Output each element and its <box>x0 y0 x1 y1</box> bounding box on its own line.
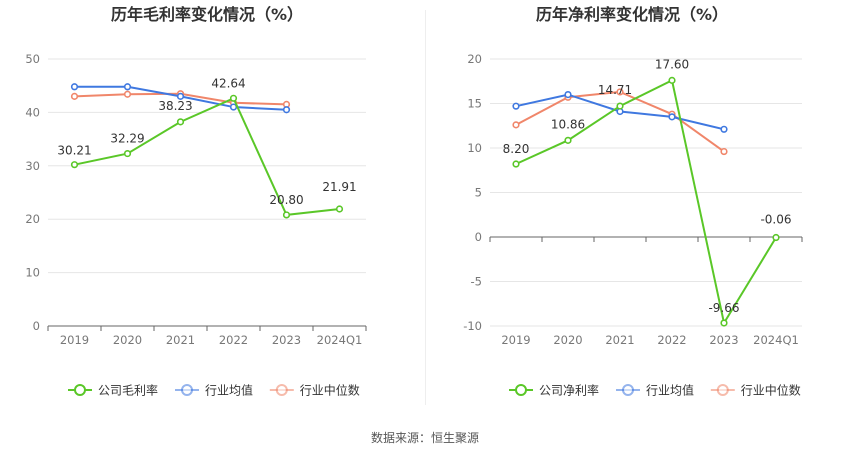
net-legend-swatch-marker[interactable] <box>622 384 634 396</box>
gross-legend-swatch-marker[interactable] <box>275 384 288 396</box>
net-data-point[interactable] <box>668 76 676 84</box>
net-y-tick-label: 15 <box>467 97 482 111</box>
net-y-tick-label: -5 <box>471 275 482 289</box>
gross-legend-label[interactable]: 行业均值 <box>205 383 253 398</box>
net-data-point[interactable] <box>512 160 520 168</box>
net-data-label: 14.71 <box>598 83 632 97</box>
net-x-tick-label: 2019 <box>501 333 530 347</box>
gross-y-tick-label: 20 <box>25 212 40 226</box>
net-y-tick-label: 20 <box>467 52 482 66</box>
net-data-label: -9.66 <box>708 301 739 315</box>
net-y-tick-label: 0 <box>475 230 482 244</box>
net-data-point[interactable] <box>564 90 572 99</box>
net-x-tick-label: 2020 <box>553 333 582 347</box>
gross-data-label: 30.21 <box>57 144 91 158</box>
gross-data-point[interactable] <box>123 149 132 158</box>
gross-y-tick-label: 30 <box>25 159 40 173</box>
gross-y-tick-label: 40 <box>25 105 40 119</box>
gross-x-tick-label: 2022 <box>219 333 248 347</box>
gross-y-tick-label: 0 <box>33 319 40 333</box>
net-x-tick-label: 2024Q1 <box>753 333 799 347</box>
gross-data-point[interactable] <box>123 90 132 98</box>
net-data-point[interactable] <box>512 102 520 110</box>
gross-y-tick-label: 50 <box>25 52 40 66</box>
gross-data-point[interactable] <box>123 83 132 91</box>
net-data-label: 10.86 <box>551 117 585 131</box>
gross-data-point[interactable] <box>176 118 185 126</box>
gross-data-label: 21.91 <box>322 180 356 194</box>
gross-legend-label[interactable]: 公司毛利率 <box>98 383 158 398</box>
gross-y-tick-label: 10 <box>25 266 40 280</box>
chart-divider <box>425 10 426 405</box>
gross-series-line-0 <box>74 96 340 217</box>
net-data-point[interactable] <box>616 102 624 110</box>
gross-x-tick-label: 2020 <box>113 333 142 347</box>
net-legend-label[interactable]: 行业中位数 <box>741 383 801 398</box>
net-data-label: 17.60 <box>655 57 689 71</box>
net-series-line-0 <box>515 78 777 326</box>
gross-data-point[interactable] <box>335 205 344 213</box>
net-data-point[interactable] <box>720 125 728 133</box>
net-y-tick-label: 5 <box>475 186 482 200</box>
net-legend-label[interactable]: 公司净利率 <box>539 383 599 398</box>
gross-margin-chart: 历年毛利率变化情况（%） 0 10 20 30 40 50 2019 2020 2021 2022 2… <box>25 5 367 398</box>
net-x-tick-label: 2023 <box>709 333 738 347</box>
gross-x-tick-label: 2023 <box>272 333 301 347</box>
net-data-point[interactable] <box>720 147 728 156</box>
net-data-point[interactable] <box>668 113 676 121</box>
net-data-point[interactable] <box>616 88 624 96</box>
net-data-point[interactable] <box>720 319 728 327</box>
net-data-point[interactable] <box>512 121 520 129</box>
gross-chart-title: 历年毛利率变化情况（%） <box>111 5 303 24</box>
net-legend-swatch-marker[interactable] <box>716 384 729 396</box>
gross-data-point[interactable] <box>70 161 79 169</box>
gross-data-point[interactable] <box>176 92 185 100</box>
gross-x-tick-label: 2021 <box>166 333 195 347</box>
data-source-note: 数据来源：恒生聚源 <box>370 431 479 445</box>
gross-data-point[interactable] <box>282 106 291 114</box>
net-margin-chart: 历年净利率变化情况（%） -10 -5 0 5 10 15 20 2019 2020 2021 202… <box>463 5 803 398</box>
net-x-tick-label: 2022 <box>657 333 686 347</box>
net-legend-swatch-marker[interactable] <box>515 384 527 396</box>
net-data-label: 8.20 <box>503 142 530 156</box>
net-chart-title: 历年净利率变化情况（%） <box>536 5 728 24</box>
net-data-point[interactable] <box>772 233 780 242</box>
gross-data-label: 20.80 <box>269 193 303 207</box>
gross-data-label: 42.64 <box>211 76 245 90</box>
gross-data-point[interactable] <box>70 92 79 100</box>
gross-legend-label[interactable]: 行业中位数 <box>300 383 360 398</box>
net-x-tick-label: 2021 <box>605 333 634 347</box>
gross-x-tick-label: 2019 <box>60 333 89 347</box>
gross-legend-swatch-marker[interactable] <box>181 384 193 396</box>
gross-data-label: 38.23 <box>158 99 192 113</box>
gross-data-point[interactable] <box>229 94 238 102</box>
gross-data-label: 32.29 <box>110 132 144 146</box>
gross-data-point[interactable] <box>282 211 291 219</box>
gross-legend-swatch-marker[interactable] <box>74 384 86 396</box>
net-y-tick-label: 10 <box>467 141 482 155</box>
gross-data-point[interactable] <box>229 103 238 111</box>
net-data-label: -0.06 <box>760 213 791 227</box>
net-legend-label[interactable]: 行业均值 <box>646 383 694 398</box>
net-data-point[interactable] <box>564 136 572 144</box>
gross-data-point[interactable] <box>70 83 79 91</box>
gross-x-tick-label: 2024Q1 <box>317 333 363 347</box>
net-y-tick-label: -10 <box>463 319 482 333</box>
